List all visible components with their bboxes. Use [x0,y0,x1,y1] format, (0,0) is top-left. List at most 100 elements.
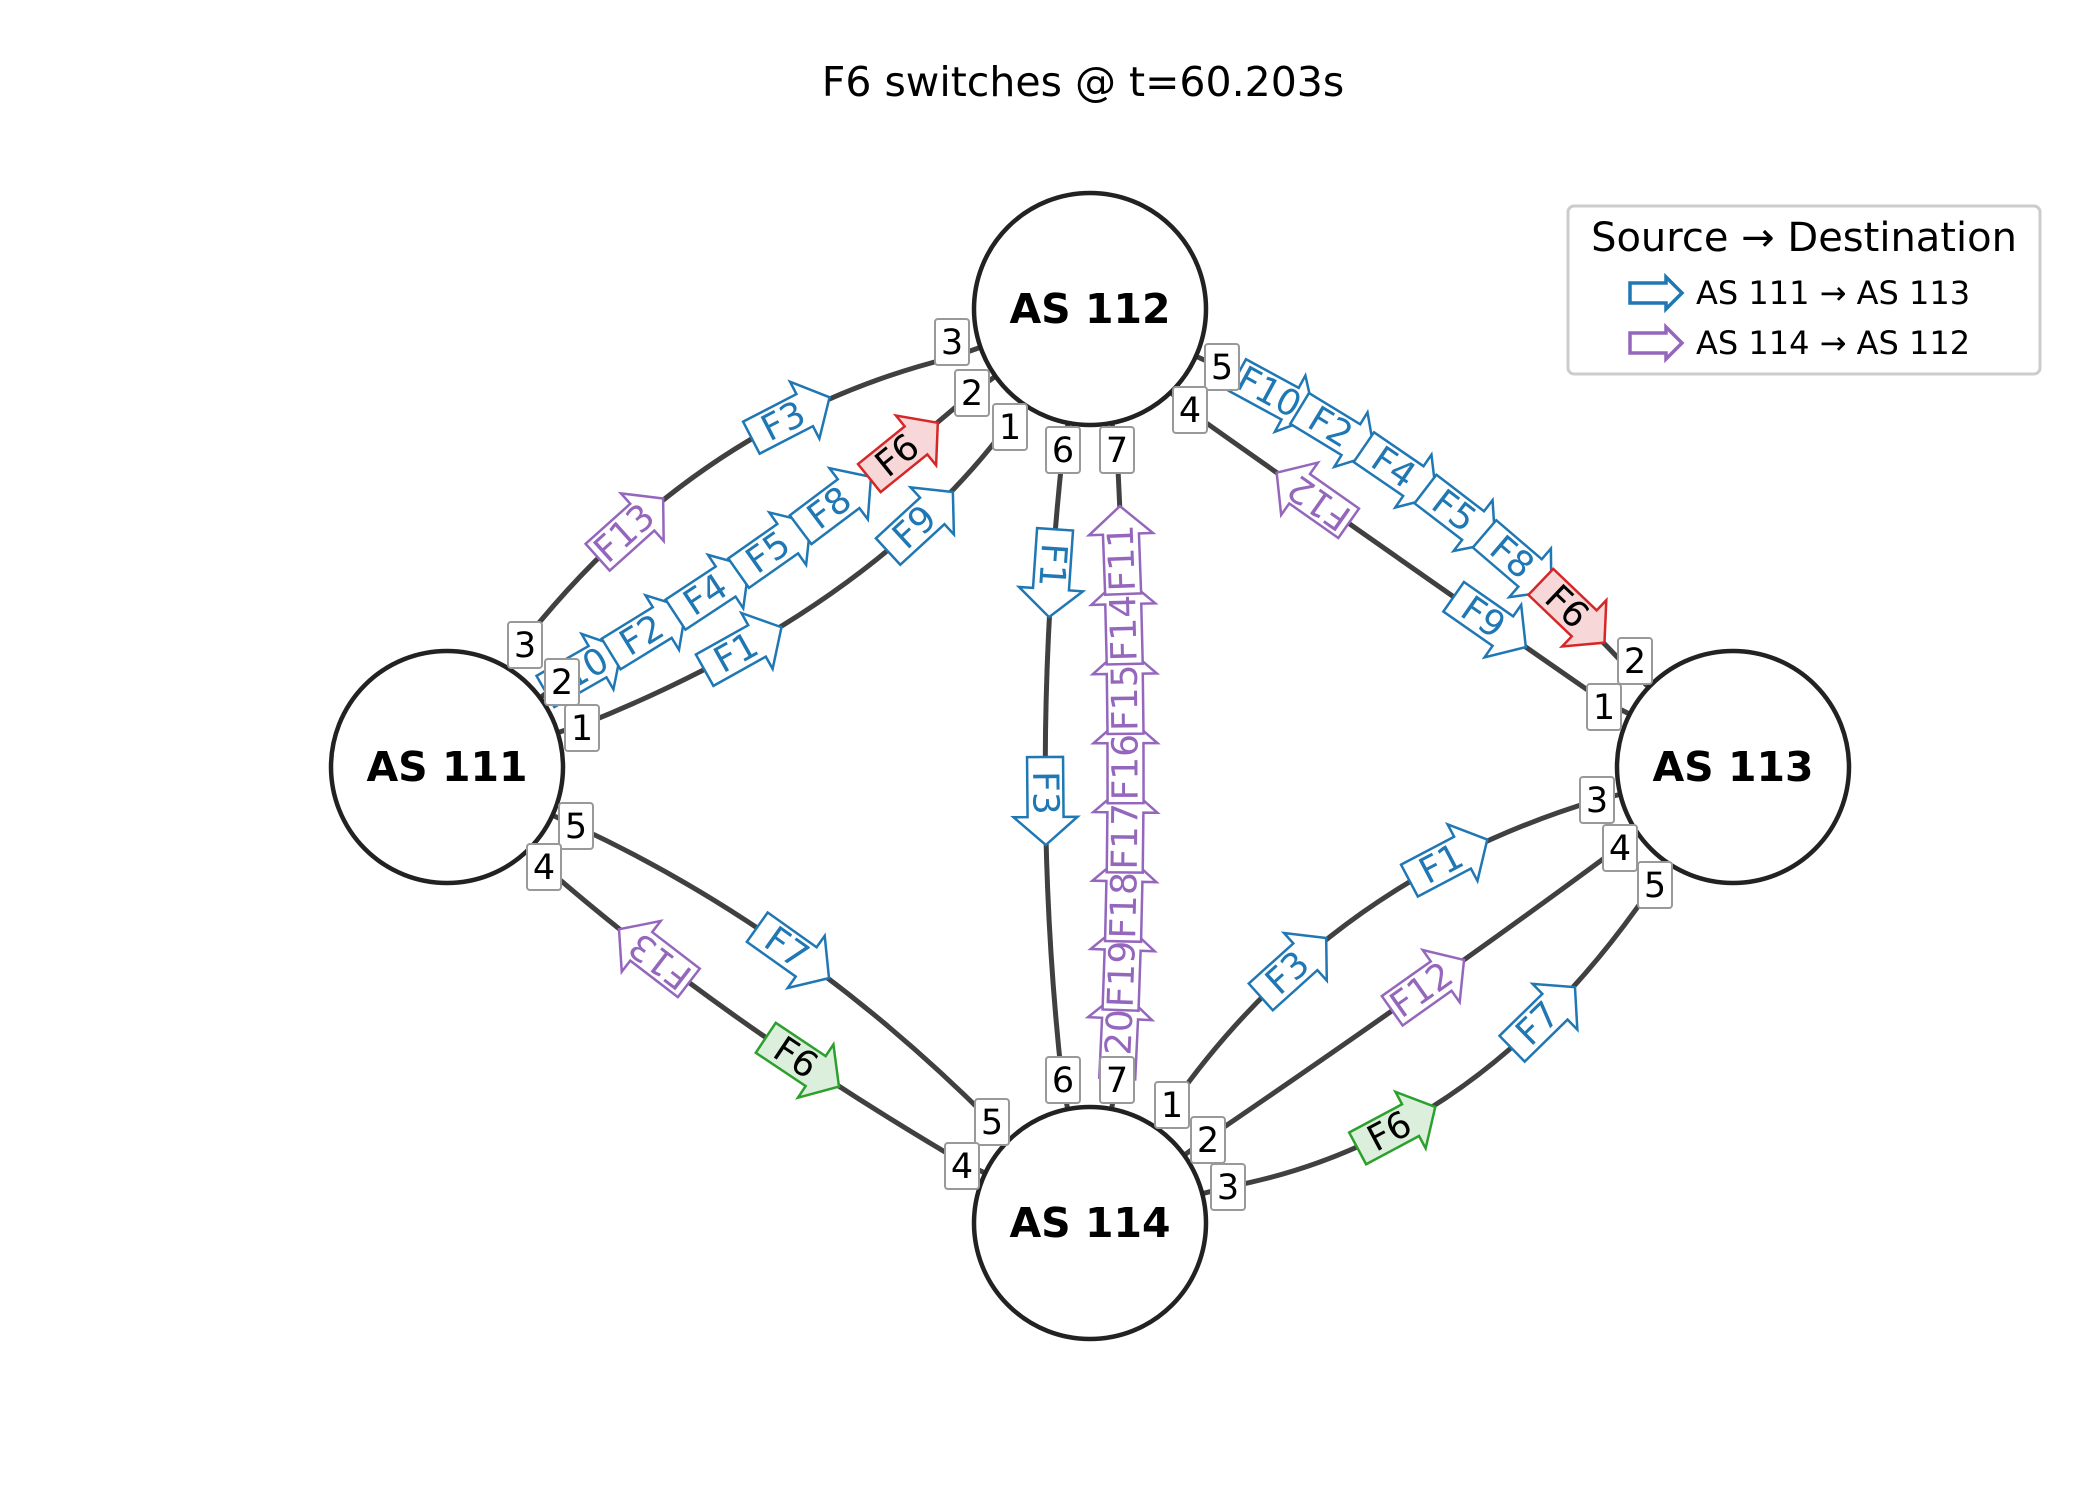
svg-text:1: 1 [999,408,1021,448]
flow-arrow-f18: F18 [1089,851,1160,944]
node-label: AS 112 [1009,285,1170,333]
svg-text:2: 2 [1624,642,1646,682]
legend-frame [1566,204,2042,376]
flow-arrow-shape [617,919,702,999]
legend-item-blue: AS 111 → AS 113 [1628,272,1970,314]
port-label: 1 [1586,683,1622,731]
svg-text:1: 1 [571,709,593,749]
link-edge [444,306,1091,769]
flow-arrow-f12: F12 [1380,947,1466,1028]
svg-text:5: 5 [1644,866,1666,906]
flow-arrow-shape [1441,580,1528,660]
flow-arrow-shape [1399,821,1489,899]
node-circle [328,648,566,886]
svg-text:1: 1 [1161,1086,1183,1126]
svg-text:6: 6 [1052,431,1074,471]
port-label: 3 [1210,1163,1246,1211]
legend-label: AS 114 → AS 112 [1696,324,1970,362]
svg-text:4: 4 [951,1147,973,1187]
flow-arrow-shape [1347,1089,1437,1166]
flow-arrow-shape [583,491,665,573]
legend-label: AS 111 → AS 113 [1696,274,1970,312]
svg-text:4: 4 [1609,829,1631,869]
flow-label: F15 [1105,664,1147,731]
svg-text:5: 5 [565,807,587,847]
svg-text:2: 2 [961,374,983,414]
port-label: 4 [1602,824,1638,872]
edge-layer [444,306,1736,1226]
port-label: 3 [507,621,543,669]
flow-arrow-f6: F6 [754,1021,841,1100]
node-circle [971,190,1209,428]
port-label: 1 [564,704,600,752]
port-label: 6 [1045,426,1081,474]
port-label: 1 [1154,1081,1190,1129]
link-edge [446,307,1093,770]
flow-arrow-shape [741,379,832,456]
link-edge [445,765,1092,1226]
flow-arrow-shape [754,1021,841,1100]
flow-arrow-shape [1085,504,1157,597]
legend-arrow-icon [1628,322,1685,364]
port-label: 4 [1172,386,1208,434]
legend-item-purple: AS 114 → AS 112 [1628,322,1970,364]
flow-arrow-shape [1246,931,1329,1013]
port-label: 5 [1204,343,1240,391]
port-label: 2 [954,369,990,417]
legend-items: AS 111 → AS 113 AS 114 → AS 112 [1628,272,1970,364]
port-label: 6 [1045,1056,1081,1104]
link-edge [1088,307,1735,770]
flow-label: F11 [1101,524,1144,592]
node-layer: AS 111 AS 112 AS 113 AS 114 [328,190,1852,1342]
port-label: 3 [1579,776,1615,824]
flow-arrow-f3: F3 [1246,931,1329,1013]
node-as-113[interactable]: AS 113 [1614,648,1852,886]
node-label: AS 111 [366,743,527,791]
flow-arrow-f1: F1 [1015,526,1087,619]
port-label: 7 [1099,1056,1135,1104]
flow-arrow-f13: F13 [617,919,702,999]
svg-text:2: 2 [551,663,573,703]
flow-arrow-shape [788,466,873,546]
diagram-title: F6 switches @ t=60.203s [822,58,1345,106]
svg-text:5: 5 [1211,348,1233,388]
flow-arrow-shape [1497,982,1579,1064]
flow-label: F14 [1103,594,1146,661]
svg-text:7: 7 [1106,1061,1128,1101]
svg-text:6: 6 [1052,1061,1074,1101]
flow-arrow-f16: F16 [1090,713,1161,805]
flow-arrow-f4: F4 [1351,430,1438,510]
node-as-114[interactable]: AS 114 [971,1104,1209,1342]
flow-arrow-shape [599,593,688,672]
flow-arrow-f17: F17 [1090,782,1161,874]
flow-arrow-f3: F3 [741,379,832,456]
flow-arrow-shape [856,413,940,494]
flow-arrow-shape [1380,947,1466,1028]
flow-arrow-shape [1526,567,1608,649]
flow-arrow-f7: F7 [745,910,831,990]
port-label: 2 [1190,1116,1226,1164]
node-as-112[interactable]: AS 112 [971,190,1209,428]
link-edge [1089,765,1736,1226]
flow-arrow-f15: F15 [1089,644,1161,736]
flow-arrow-f3: F3 [1010,755,1081,847]
svg-text:3: 3 [1586,781,1608,821]
flow-label: F3 [1024,771,1065,815]
svg-text:5: 5 [981,1103,1003,1143]
port-label: 7 [1099,426,1135,474]
link-edge [1087,764,1734,1225]
svg-text:4: 4 [1179,391,1201,431]
node-as-111[interactable]: AS 111 [328,648,566,886]
port-label: 3 [934,318,970,366]
flow-arrow-shape [726,510,812,590]
port-label: 5 [1637,861,1673,909]
node-label: AS 113 [1652,743,1813,791]
port-label: 2 [544,658,580,706]
flow-arrow-shape [745,910,831,990]
flow-arrow-shape [663,552,751,632]
node-label: AS 114 [1009,1199,1170,1247]
port-label: 5 [974,1098,1010,1146]
svg-text:3: 3 [1217,1168,1239,1208]
